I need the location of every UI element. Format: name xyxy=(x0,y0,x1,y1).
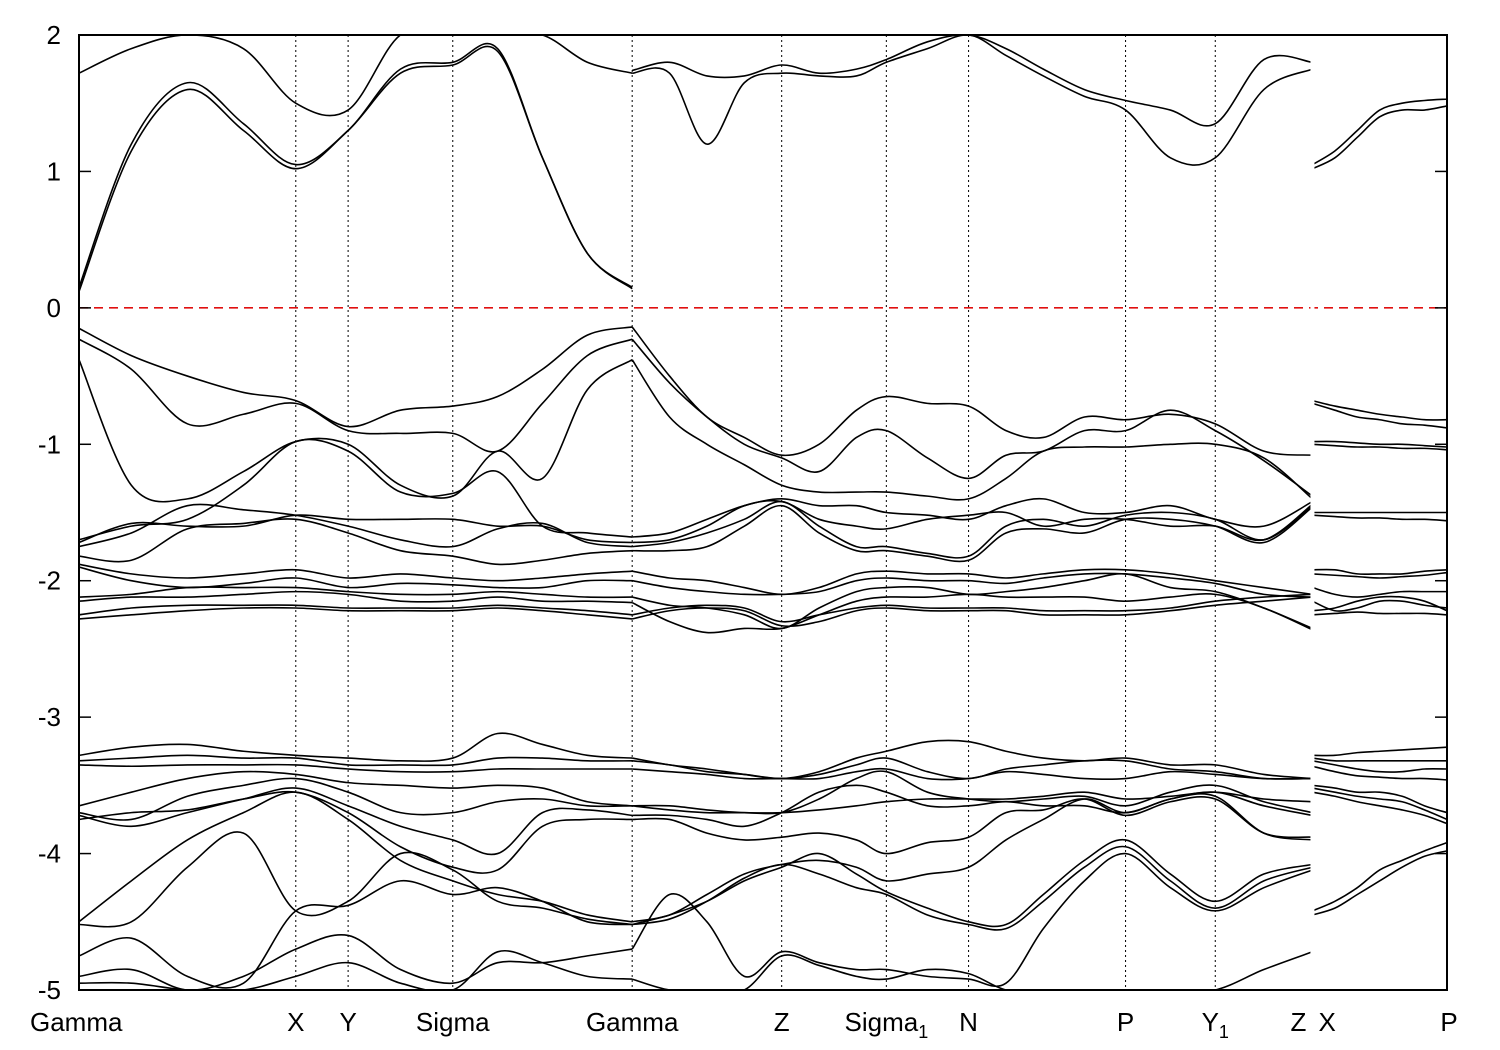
band-s0-b10 xyxy=(79,563,633,582)
kpoint-label-6: Sigma1 xyxy=(844,1007,928,1042)
kpoint-label-4: Gamma xyxy=(586,1007,679,1037)
band-s0-b14 xyxy=(79,604,633,616)
band-s2-b1 xyxy=(1312,98,1447,166)
band-s1-b26 xyxy=(631,951,1313,990)
y-tick-label-2: 0 xyxy=(47,293,61,323)
band-s2-b10 xyxy=(1312,586,1447,598)
band-s0-b4 xyxy=(79,338,633,453)
band-s2-b14 xyxy=(1312,746,1447,757)
band-s0-b1 xyxy=(79,45,633,292)
y-tick-label-6: -4 xyxy=(38,839,61,869)
y-tick-label-5: -3 xyxy=(38,702,61,732)
y-tick-label-0: 2 xyxy=(47,20,61,50)
band-s1-b23 xyxy=(631,838,1313,928)
kpoint-label-3: Sigma xyxy=(416,1007,490,1037)
y-tick-label-3: -1 xyxy=(38,429,61,459)
band-s2-b16 xyxy=(1312,760,1447,773)
band-s0-b8 xyxy=(79,503,633,548)
band-s0-b24 xyxy=(79,831,633,928)
band-s0-b17 xyxy=(79,754,633,767)
band-s2-b9 xyxy=(1312,571,1447,579)
band-s2-b0 xyxy=(1312,105,1447,170)
band-s0-b18 xyxy=(79,763,633,773)
band-s1-b17 xyxy=(632,767,1313,781)
band-s1-b21 xyxy=(632,796,1313,855)
band-s1-b0 xyxy=(632,35,1313,166)
band-s2-b20 xyxy=(1312,791,1447,825)
band-s1-b10 xyxy=(632,572,1313,598)
band-s0-b21 xyxy=(79,787,633,856)
band-s1-b11 xyxy=(632,572,1313,630)
y-tick-label-4: -2 xyxy=(38,566,61,596)
kpoint-label-5: Z xyxy=(774,1007,790,1037)
band-s1-b25 xyxy=(631,852,1313,988)
band-s1-b7 xyxy=(632,500,1313,559)
band-s2-b4 xyxy=(1312,440,1447,448)
y-axis: 2 1 0 -1 -2 -3 -4 -5 xyxy=(38,20,1447,1005)
band-s1-b14 xyxy=(632,596,1313,628)
kpoint-label-11: X xyxy=(1318,1007,1335,1037)
band-s0-b15 xyxy=(79,606,633,620)
kpoint-label-12: P xyxy=(1440,1007,1457,1037)
y-tick-label-1: 1 xyxy=(47,156,61,186)
band-s1-b24 xyxy=(632,845,1313,931)
band-s2-b17 xyxy=(1312,765,1447,781)
band-s0-b19 xyxy=(79,770,633,807)
band-s0-b9 xyxy=(79,518,633,566)
band-s1-b3 xyxy=(631,338,1313,497)
band-s2-b21 xyxy=(1312,841,1447,912)
band-s1-b22 xyxy=(632,793,1313,923)
band-s0-b25 xyxy=(79,880,633,989)
kpoint-label-1: X xyxy=(287,1007,304,1037)
x-axis: Gamma X Y Sigma Gamma Z Sigma1 N P Y1 Z X P xyxy=(30,1007,1458,1042)
plot-frame xyxy=(78,34,1448,991)
band-s2-b12 xyxy=(1312,595,1447,612)
band-s1-b6 xyxy=(632,499,1313,544)
band-s1-b4 xyxy=(631,359,1313,501)
band-s1-b16 xyxy=(632,757,1313,780)
band-s0-b13 xyxy=(79,590,633,604)
band-s2-b15 xyxy=(1312,757,1447,762)
kpoint-label-9: Y1 xyxy=(1202,1007,1229,1042)
band-s1-b19 xyxy=(632,770,1313,815)
band-s0-b7 xyxy=(79,514,633,544)
band-s0-b3 xyxy=(79,326,633,428)
band-s2-b18 xyxy=(1312,784,1447,814)
kpoint-label-7: N xyxy=(959,1007,978,1037)
band-s1-b12 xyxy=(631,593,1313,634)
band-s2-b7 xyxy=(1312,514,1447,522)
band-s2-b5 xyxy=(1312,443,1447,451)
band-s0-b12 xyxy=(79,586,633,599)
path-discontinuity xyxy=(1310,36,1315,989)
band-s0-b16 xyxy=(79,732,633,762)
band-s1-b8 xyxy=(632,504,1313,563)
band-s0-b5 xyxy=(79,359,633,503)
band-s2-b13 xyxy=(1312,611,1447,616)
band-s2-b19 xyxy=(1312,787,1447,821)
kpoint-label-8: P xyxy=(1117,1007,1134,1037)
kpoint-label-10: Z xyxy=(1291,1007,1307,1037)
band-s2-b2 xyxy=(1312,399,1447,421)
band-s2-b3 xyxy=(1312,402,1447,429)
band-s2-b8 xyxy=(1312,568,1447,575)
band-s0-b22 xyxy=(79,790,633,874)
band-lines xyxy=(79,35,1447,990)
kpoint-label-0: Gamma xyxy=(30,1007,123,1037)
kpoint-label-2: Y xyxy=(339,1007,356,1037)
band-s0-b20 xyxy=(79,777,633,821)
band-s1-b9 xyxy=(632,568,1313,596)
band-s2-b22 xyxy=(1312,850,1447,916)
y-tick-label-7: -5 xyxy=(38,975,61,1005)
band-s2-b11 xyxy=(1312,599,1447,612)
band-s1-b13 xyxy=(632,593,1313,623)
discontinuity-gap xyxy=(1310,36,1315,989)
band-s1-b2 xyxy=(631,326,1313,457)
